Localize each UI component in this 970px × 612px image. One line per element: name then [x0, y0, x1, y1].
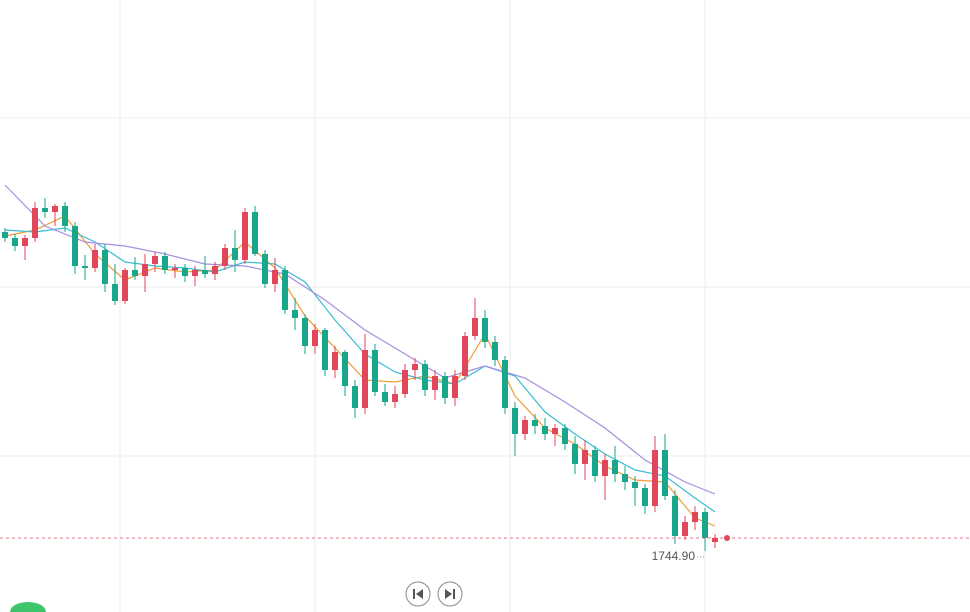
candle-body	[52, 206, 58, 212]
candle-body	[202, 270, 208, 274]
candle-body	[12, 238, 18, 246]
candle-body	[462, 336, 468, 376]
candle-body	[622, 474, 628, 482]
candle-body	[252, 212, 258, 254]
candle-body	[192, 270, 198, 276]
candle-body	[232, 248, 238, 260]
candle-body	[92, 250, 98, 268]
candle-body	[392, 394, 398, 402]
candle-body	[142, 264, 148, 276]
candle-body	[242, 212, 248, 260]
candle-body	[432, 376, 438, 390]
candle-body	[222, 248, 228, 266]
candle-body	[402, 370, 408, 394]
candle-body	[292, 310, 298, 318]
candle-body	[322, 330, 328, 370]
last-price-dot	[724, 535, 730, 541]
candle-body	[472, 318, 478, 336]
candle-body	[482, 318, 488, 342]
candle-body	[112, 284, 118, 301]
candle-body	[512, 408, 518, 434]
candle-body	[662, 450, 668, 496]
candle-body	[42, 208, 48, 212]
candle-body	[362, 350, 368, 408]
candle-body	[332, 352, 338, 370]
candle-body	[162, 256, 168, 270]
candle-body	[412, 364, 418, 370]
low-label: 1744.90	[652, 549, 696, 563]
candle-body	[122, 270, 128, 301]
candle-body	[642, 488, 648, 506]
candle-body	[502, 360, 508, 408]
candle-body	[602, 460, 608, 476]
candle-body	[572, 444, 578, 464]
candle-body	[102, 250, 108, 284]
candle-body	[312, 330, 318, 346]
candle-body	[62, 206, 68, 226]
candle-body	[172, 268, 178, 270]
candle-body	[452, 376, 458, 398]
candle-body	[672, 496, 678, 536]
candle-body	[712, 538, 718, 542]
candle-body	[32, 208, 38, 238]
candle-body	[592, 450, 598, 476]
candle-body	[692, 512, 698, 522]
candle-body	[682, 522, 688, 536]
prev-button[interactable]	[405, 581, 431, 607]
candle-body	[652, 450, 658, 506]
candle-body	[152, 256, 158, 264]
candle-body	[82, 266, 88, 268]
candle-body	[342, 352, 348, 386]
candle-body	[532, 420, 538, 426]
corner-badge	[10, 602, 46, 612]
candle-body	[132, 270, 138, 276]
candle-body	[562, 428, 568, 444]
candle-body	[352, 386, 358, 408]
candle-body	[552, 428, 558, 434]
candle-body	[2, 232, 8, 238]
candle-body	[702, 512, 708, 538]
candle-body	[212, 266, 218, 274]
candle-body	[282, 270, 288, 310]
candle-body	[22, 238, 28, 246]
candle-body	[422, 364, 428, 390]
moving-average	[4, 227, 716, 513]
candle-body	[72, 226, 78, 266]
candle-body	[522, 420, 528, 434]
candle-body	[272, 270, 278, 284]
next-button[interactable]	[437, 581, 463, 607]
candle-body	[612, 460, 618, 474]
candle-body	[302, 318, 308, 346]
moving-average	[4, 215, 716, 527]
candle-body	[542, 426, 548, 434]
candle-body	[372, 350, 378, 392]
candle-body	[382, 392, 388, 402]
candle-body	[182, 268, 188, 276]
candle-body	[632, 482, 638, 488]
moving-average	[4, 184, 716, 495]
candle-body	[442, 376, 448, 398]
candle-body	[262, 254, 268, 284]
candle-body	[582, 450, 588, 464]
candle-body	[492, 342, 498, 360]
